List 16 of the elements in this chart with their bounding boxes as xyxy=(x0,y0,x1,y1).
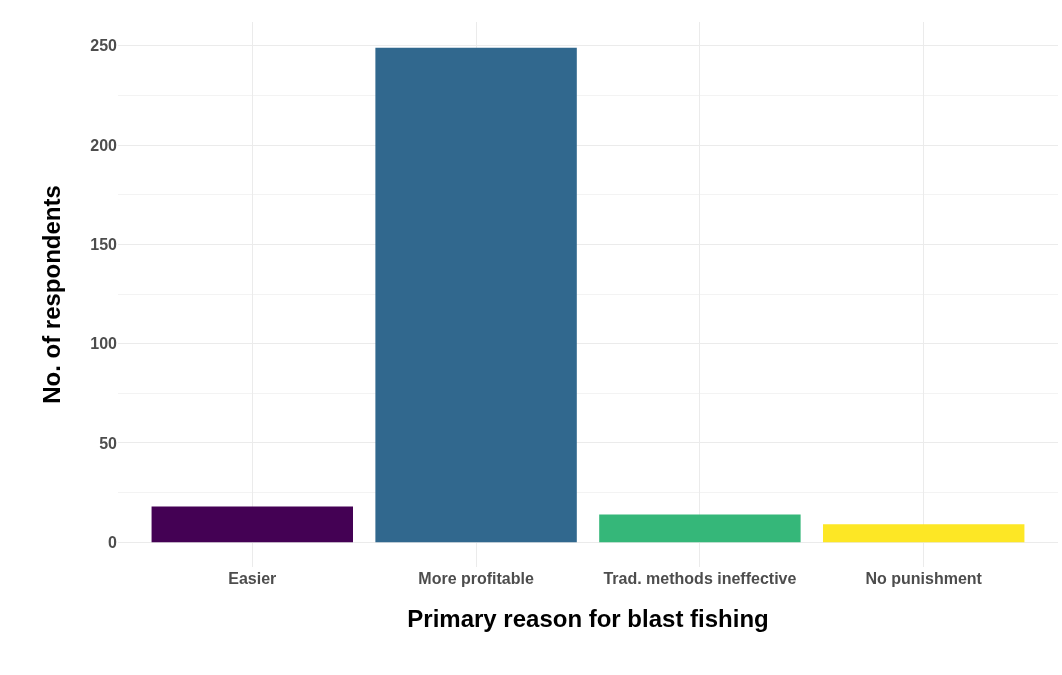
bar xyxy=(375,47,577,543)
y-tick-label: 100 xyxy=(90,335,118,353)
x-tick-label: No punishment xyxy=(865,570,983,587)
y-tick-label: 200 xyxy=(90,136,118,154)
bar xyxy=(823,524,1025,543)
y-axis-title: No. of respondents xyxy=(38,185,66,404)
y-tick-label: 50 xyxy=(99,434,118,452)
x-axis-title: Primary reason for blast fishing xyxy=(407,605,769,633)
y-tick-label: 0 xyxy=(108,533,118,551)
x-tick-label: Trad. methods ineffective xyxy=(603,570,797,587)
x-tick-label: Easier xyxy=(228,570,277,587)
bar xyxy=(599,514,801,543)
y-tick-label: 150 xyxy=(90,235,118,253)
bar xyxy=(151,506,353,543)
x-tick-label: More profitable xyxy=(418,570,534,587)
y-tick-label: 250 xyxy=(90,37,118,55)
